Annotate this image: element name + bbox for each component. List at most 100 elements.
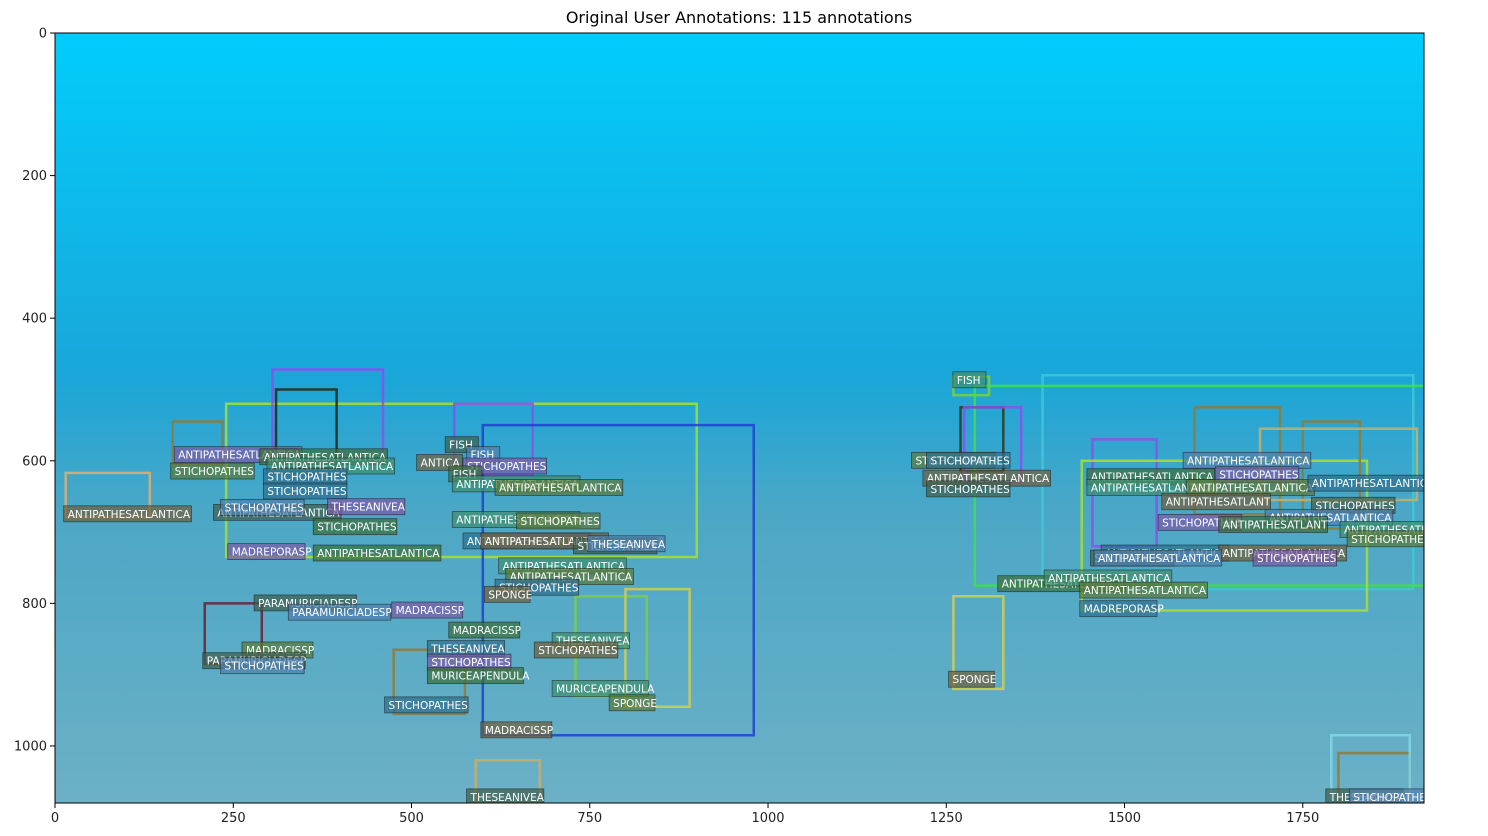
- x-tick-label: 0: [51, 811, 59, 826]
- annotation-label-text: THESEANIVEA: [430, 644, 505, 656]
- annotation-label-bg: [516, 512, 601, 530]
- annotation-label: MURICEAPENDULA: [551, 680, 655, 697]
- annotation-label-text: STICHOPATHES: [930, 455, 1010, 467]
- annotation-label-bg: [1093, 549, 1223, 567]
- annotation-label-bg: [483, 585, 531, 603]
- annotation-label: MADREPORASP: [227, 543, 312, 561]
- annotation-label-text: STICHOPATHES: [467, 461, 547, 473]
- annotation-label: STICHOPATHES: [1252, 549, 1338, 567]
- annotation-label-text: STICHOPATHES: [175, 466, 255, 478]
- annotation-label-bg: [608, 694, 656, 712]
- x-tick-label: 1250: [930, 811, 963, 826]
- annotation-label-text: STICHOPATHES: [317, 522, 397, 534]
- annotation-box-sponge: [952, 594, 1005, 691]
- annotation-label: STICHOPATHES: [220, 657, 305, 675]
- plot-area: FISHSTICHOPATHESSTICHOPATHESANTIPATHESAT…: [54, 32, 1435, 804]
- annotation-label-text: ANTIPATHESATLANTICA: [1084, 585, 1207, 597]
- annotation-label: ANTIPATHESATLANTICA: [1079, 581, 1208, 599]
- annotation-label-bg: [63, 505, 192, 523]
- annotation-label: ANTIPATHESATLANT: [1218, 516, 1328, 533]
- annotation-label-text: ANTIPATHESATLANTICA: [1187, 455, 1310, 467]
- y-tick-label: 0: [39, 27, 47, 42]
- annotation-label: ANTIPATHESATLANTICA: [1093, 549, 1223, 567]
- annotation-label-bg: [312, 544, 442, 562]
- annotation-labels: FISHSTICHOPATHESSTICHOPATHESANTIPATHESAT…: [63, 371, 1435, 803]
- annotation-label-text: STICHOPATHES: [225, 661, 305, 673]
- y-tick-label: 400: [22, 312, 47, 327]
- annotation-label-text: STICHOPATHES: [267, 472, 347, 484]
- annotation-label: STICHOPATHES: [1214, 466, 1300, 484]
- annotation-label: STICHOPATHES: [262, 468, 348, 486]
- annotation-label-bg: [1079, 600, 1158, 618]
- annotation-label-text: STICHOPATHES: [520, 516, 600, 528]
- annotation-label-text: STICHOPATHES: [431, 657, 511, 669]
- annotation-label-bg: [926, 451, 1011, 469]
- annotation-label-bg: [391, 601, 464, 619]
- annotation-label: STICHOPATHES: [262, 482, 348, 500]
- y-tick-label: 800: [22, 597, 47, 612]
- annotation-label: MADRACISSP: [448, 621, 521, 639]
- annotation-label-text: STICHOPATHES: [1219, 470, 1299, 482]
- annotation-label-text: MADRACISSP: [396, 605, 464, 617]
- annotation-label-text: MADREPORASP: [1084, 604, 1164, 616]
- x-axis: 0 250 500 750 1000 1250 1500 1750: [51, 803, 1319, 826]
- annotation-label: MADREPORASP: [1079, 600, 1164, 618]
- annotation-label: STICHOPATHES: [170, 462, 255, 480]
- annotation-label-bg: [170, 462, 255, 480]
- annotation-label-text: STICHOPATHES: [225, 502, 305, 514]
- annotation-label: MADRACISSP: [480, 721, 553, 739]
- annotation-label-text: SPONGE: [613, 698, 657, 710]
- x-tick-label: 750: [577, 811, 602, 826]
- annotation-label-bg: [262, 482, 348, 500]
- annotation-label-bg: [426, 667, 524, 685]
- annotation-label-text: STICHOPATHES: [389, 700, 469, 712]
- annotation-label: STICHOPATHES: [926, 451, 1011, 469]
- annotation-label: ANTIPATHESATLANTICA: [63, 505, 192, 523]
- annotation-label: ANTIPATHESATLANTICA: [1086, 479, 1215, 496]
- annotation-label-text: ANTIPATHESATLANTICA: [1098, 553, 1221, 565]
- annotation-label-text: MADRACISSP: [485, 725, 553, 737]
- annotation-label: MURICEAPENDULA: [426, 667, 530, 685]
- x-tick-label: 500: [399, 811, 424, 826]
- plot-frame: [54, 32, 1425, 804]
- x-tick-label: 1750: [1286, 811, 1319, 826]
- annotation-label: THESEANIVEA: [327, 498, 406, 516]
- annotation-label-text: THESEANIVEA: [591, 539, 666, 551]
- annotation-label: MADRACISSP: [391, 601, 464, 619]
- annotation-label-text: ANTIPATHESATLANT: [1166, 497, 1271, 509]
- annotation-label: THESEANIVEA: [426, 640, 506, 657]
- annotation-label-bg: [448, 621, 521, 639]
- annotation-label: ANTIPATHESATLANTICA: [1182, 451, 1312, 469]
- annotation-label-text: MURICEAPENDULA: [431, 671, 530, 683]
- annotation-label-text: STICHOPATHES: [1351, 534, 1431, 546]
- annotation-label-text: ANTIPATHESATLANTICA: [1312, 478, 1435, 490]
- annotation-label: FISH: [952, 371, 987, 389]
- chart-title: Original User Annotations: 115 annotatio…: [566, 8, 912, 27]
- annotation-label: SPONGE: [483, 585, 532, 603]
- x-tick-label: 1000: [751, 811, 784, 826]
- y-tick-label: 600: [22, 454, 47, 469]
- annotation-label: ANTIPATHESATLANTICA: [312, 544, 442, 562]
- annotation-label-bg: [533, 641, 619, 659]
- annotation-label-bg: [1161, 493, 1271, 511]
- annotation-label: STICHOPATHES: [462, 457, 547, 475]
- y-tick-label: 1000: [14, 739, 47, 754]
- annotation-label: SPONGE: [608, 694, 657, 712]
- annotation-label: STICHOPATHES: [426, 653, 512, 671]
- annotation-label: STICHOPATHES: [384, 696, 469, 714]
- annotation-label: STICHOPATHES: [220, 498, 305, 516]
- annotation-label-bg: [1348, 788, 1424, 803]
- y-tick-label: 200: [22, 169, 47, 184]
- annotation-label-text: SPONGE: [953, 674, 997, 686]
- annotation-label-text: FISH: [957, 375, 981, 387]
- annotation-label-text: MURICEAPENDULA: [556, 683, 655, 695]
- annotation-label-bg: [1307, 474, 1424, 492]
- annotation-label: ANTIPATHESATLANTICA: [1186, 479, 1315, 496]
- annotation-label: STICHOPATHES: [533, 641, 619, 659]
- annotation-label-text: ANTIPATHESATLANTICA: [1191, 482, 1314, 494]
- annotation-label-bg: [384, 696, 469, 714]
- annotation-label-bg: [327, 498, 406, 516]
- annotation-label-text: STICHOPATHES: [1257, 553, 1337, 565]
- annotation-label-bg: [1252, 549, 1338, 567]
